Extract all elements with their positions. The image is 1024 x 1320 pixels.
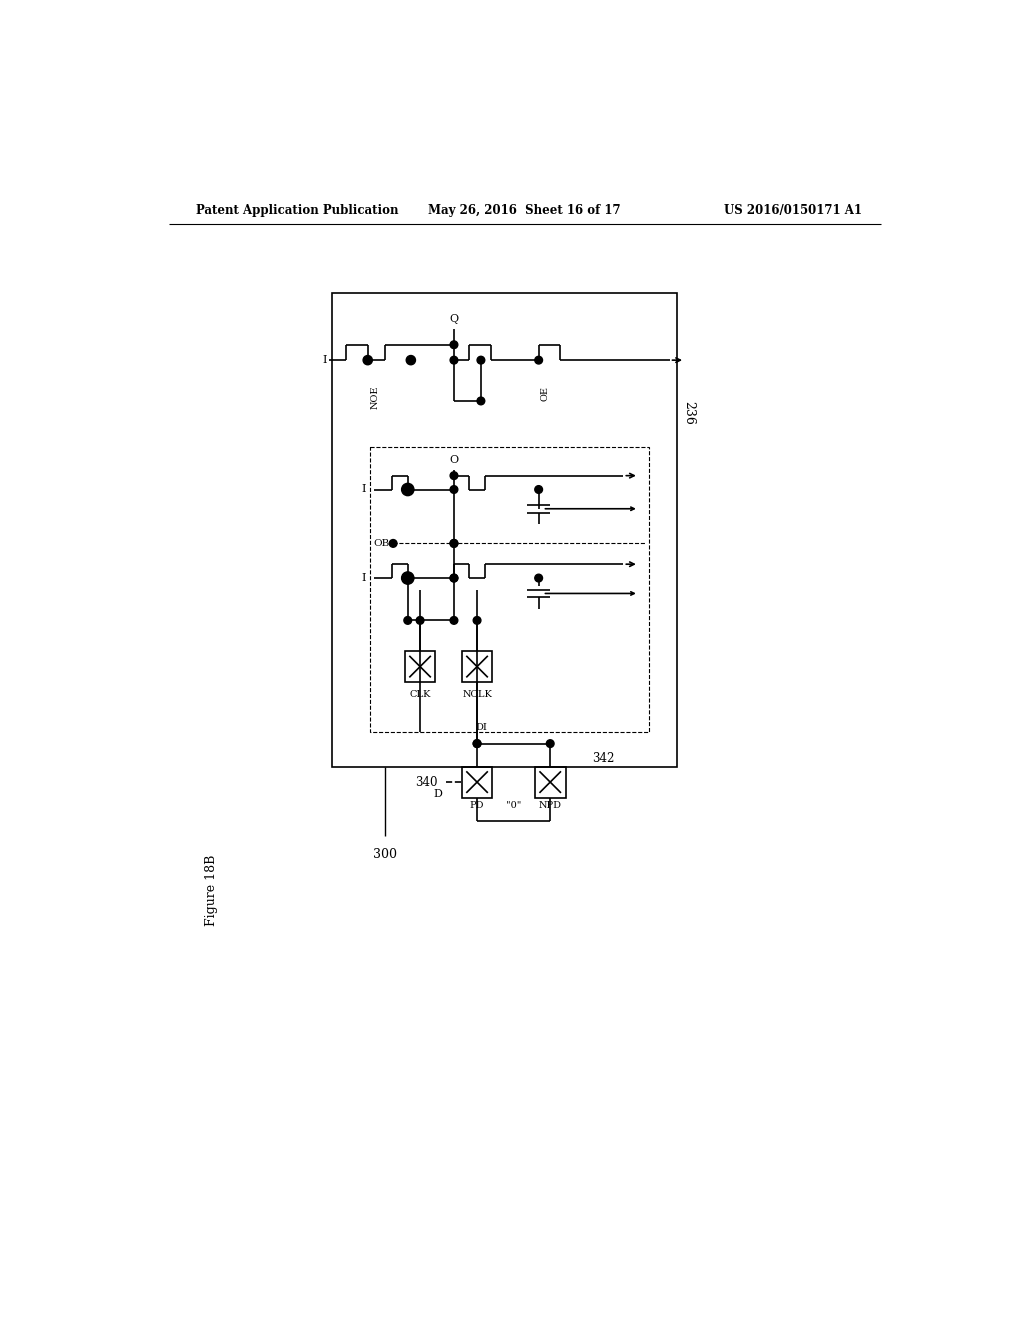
Text: Figure 18B: Figure 18B [205, 854, 218, 925]
Text: OB: OB [373, 539, 389, 548]
Text: I: I [323, 355, 327, 366]
Text: Patent Application Publication: Patent Application Publication [196, 205, 398, 218]
Circle shape [389, 540, 397, 548]
Circle shape [364, 355, 373, 364]
Circle shape [416, 616, 424, 624]
Circle shape [473, 739, 481, 747]
Circle shape [407, 355, 416, 364]
Text: I: I [361, 484, 367, 495]
Bar [404, 651, 435, 682]
Circle shape [451, 616, 458, 624]
Text: OE: OE [541, 385, 550, 400]
Text: May 26, 2016  Sheet 16 of 17: May 26, 2016 Sheet 16 of 17 [428, 205, 622, 218]
Circle shape [547, 739, 554, 747]
Text: CLK: CLK [410, 689, 431, 698]
Text: D: D [433, 788, 442, 799]
Text: US 2016/0150171 A1: US 2016/0150171 A1 [724, 205, 862, 218]
Text: NCLK: NCLK [462, 689, 492, 698]
Text: 300: 300 [373, 847, 396, 861]
Bar [332, 293, 677, 767]
Text: Q: Q [450, 314, 459, 323]
Circle shape [535, 486, 543, 494]
Text: 340: 340 [416, 776, 438, 788]
Circle shape [473, 616, 481, 624]
Text: "0": "0" [506, 801, 521, 810]
Circle shape [473, 739, 481, 747]
Text: NPD: NPD [539, 801, 562, 810]
Circle shape [451, 486, 458, 494]
Text: NOE: NOE [371, 385, 380, 409]
Circle shape [451, 574, 458, 582]
Bar [462, 651, 493, 682]
Text: 236: 236 [682, 400, 695, 425]
Circle shape [535, 574, 543, 582]
Text: 342: 342 [593, 752, 615, 766]
Bar [535, 767, 565, 797]
Circle shape [451, 574, 458, 582]
Text: I: I [361, 573, 367, 583]
Circle shape [451, 540, 458, 548]
Circle shape [477, 397, 484, 405]
Text: DI: DI [475, 723, 486, 733]
Bar [370, 447, 649, 733]
Circle shape [403, 616, 412, 624]
Circle shape [451, 540, 458, 548]
Circle shape [477, 356, 484, 364]
Bar [462, 767, 493, 797]
Circle shape [451, 471, 458, 479]
Circle shape [451, 356, 458, 364]
Text: PD: PD [470, 801, 484, 810]
Circle shape [451, 341, 458, 348]
Text: O: O [450, 455, 459, 465]
Circle shape [401, 572, 414, 585]
Circle shape [535, 356, 543, 364]
Circle shape [401, 483, 414, 495]
